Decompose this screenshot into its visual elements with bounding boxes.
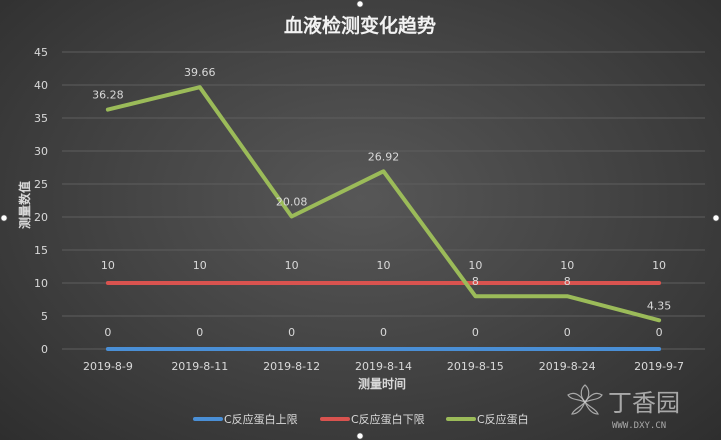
y-tick-label: 15 — [34, 244, 48, 257]
data-label: 10 — [285, 259, 299, 272]
data-label: 10 — [193, 259, 207, 272]
y-axis-title: 测量数值 — [17, 181, 32, 229]
legend-label: C反应蛋白下限 — [351, 412, 425, 426]
legend-label: C反应蛋白上限 — [224, 412, 298, 426]
x-tick-label: 2019-8-12 — [263, 360, 320, 373]
y-tick-label: 25 — [34, 178, 48, 191]
data-label: 0 — [380, 326, 387, 339]
series-lines — [105, 85, 662, 351]
data-label: 0 — [104, 326, 111, 339]
x-tick-label: 2019-8-24 — [539, 360, 596, 373]
x-axis-title: 测量时间 — [358, 376, 406, 391]
data-label: 10 — [101, 259, 115, 272]
y-axis-ticks: 0 5 10 15 20 25 30 35 40 45 — [34, 46, 48, 356]
data-label: 36.28 — [92, 89, 124, 102]
watermark-url: WWW.DXY.CN — [612, 421, 666, 431]
data-label: 0 — [196, 326, 203, 339]
y-tick-label: 30 — [34, 145, 48, 158]
y-tick-label: 35 — [34, 112, 48, 125]
data-label: 10 — [652, 259, 666, 272]
y-tick-label: 5 — [41, 310, 48, 323]
y-tick-label: 20 — [34, 211, 48, 224]
data-labels: 0 0 0 0 0 0 0 10 10 10 10 10 10 10 36.28 39.66 20.08 26.9… — [92, 66, 671, 339]
data-label: 26.92 — [368, 150, 400, 163]
x-tick-label: 2019-8-9 — [83, 360, 133, 373]
legend-label: C反应蛋白 — [477, 412, 529, 426]
y-tick-label: 10 — [34, 277, 48, 290]
data-label: 10 — [377, 259, 391, 272]
dxy-logo-icon — [567, 384, 603, 415]
x-tick-label: 2019-8-15 — [447, 360, 504, 373]
data-label: 10 — [468, 259, 482, 272]
data-label: 8 — [472, 275, 479, 288]
data-label: 0 — [472, 326, 479, 339]
x-tick-label: 2019-8-11 — [171, 360, 228, 373]
data-label: 4.35 — [647, 299, 672, 312]
data-label: 39.66 — [184, 66, 216, 79]
series-line — [105, 85, 662, 323]
x-tick-label: 2019-9-7 — [634, 360, 684, 373]
handle-bottom-icon — [356, 432, 364, 440]
y-tick-label: 40 — [34, 79, 48, 92]
y-tick-label: 45 — [34, 46, 48, 59]
data-label: 0 — [656, 326, 663, 339]
data-label: 0 — [288, 326, 295, 339]
data-label: 0 — [564, 326, 571, 339]
data-label: 8 — [564, 275, 571, 288]
watermark: 丁香园 WWW.DXY.CN — [567, 384, 680, 431]
data-label: 10 — [560, 259, 574, 272]
handle-right-icon — [712, 214, 720, 222]
chart-title: 血液检测变化趋势 — [284, 14, 436, 37]
data-label: 20.08 — [276, 195, 308, 208]
y-tick-label: 0 — [41, 343, 48, 356]
handle-left-icon — [0, 214, 8, 222]
watermark-text: 丁香园 — [608, 389, 680, 417]
x-axis-ticks: 2019-8-9 2019-8-11 2019-8-12 2019-8-14 2019-… — [83, 360, 684, 373]
legend: C反应蛋白上限 C反应蛋白下限 C反应蛋白 — [193, 412, 529, 426]
handle-top-icon — [356, 0, 364, 8]
x-tick-label: 2019-8-14 — [355, 360, 412, 373]
